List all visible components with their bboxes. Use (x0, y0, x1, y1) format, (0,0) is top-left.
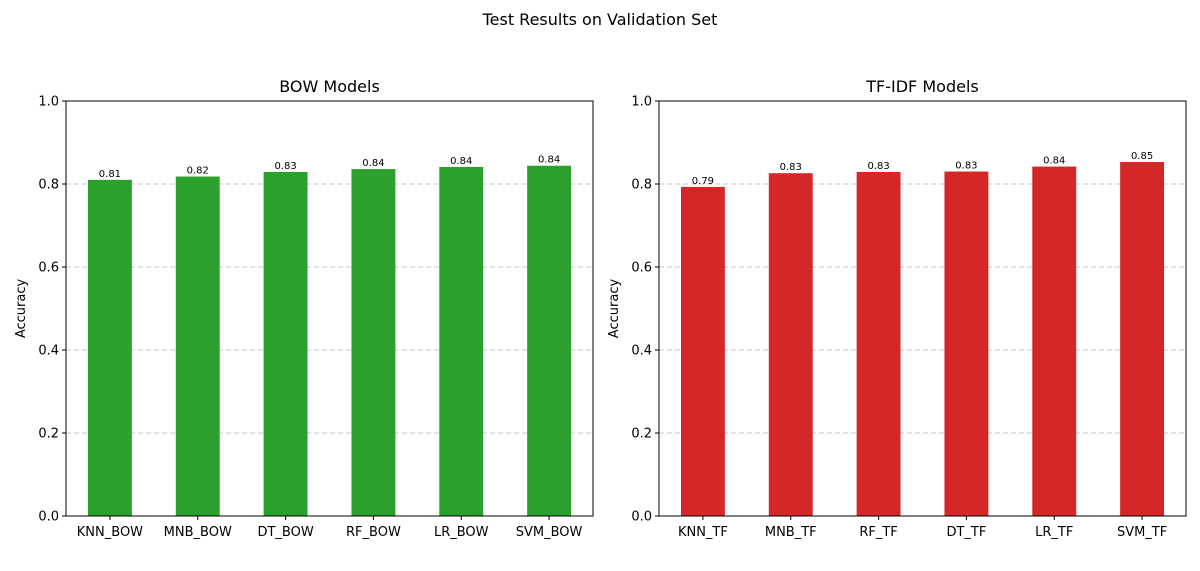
bar-value-label: 0.83 (274, 161, 296, 172)
x-tick-label: RF_BOW (346, 525, 401, 540)
x-tick-label: RF_TF (859, 525, 897, 540)
x-tick-label: SVM_BOW (516, 525, 583, 540)
y-tick-label: 0.8 (38, 178, 59, 193)
y-tick-label: 0.0 (631, 510, 652, 525)
panel-bow: 0.0 0.2 0.4 0.6 0.8 1.0 0.81 KNN_BOW 0.82 MNB_BOW… (14, 77, 594, 540)
bar-value-label: 0.83 (780, 162, 802, 173)
x-tick-label: MNB_BOW (164, 525, 232, 540)
bar-value-label: 0.84 (450, 156, 472, 167)
y-tick-label: 0.8 (631, 178, 652, 193)
bar-mnb-bow (175, 176, 220, 516)
bar-dt-tf (944, 171, 989, 517)
bar-mnb-tf (768, 173, 813, 516)
bar-value-label: 0.82 (187, 166, 209, 177)
axes-frame (658, 100, 1187, 517)
bar-knn-tf (680, 186, 725, 516)
bar-value-label: 0.85 (1131, 151, 1153, 162)
axes-frame (65, 100, 594, 517)
y-tick-label: 0.6 (631, 261, 652, 276)
y-axis-label: Accuracy (607, 279, 622, 339)
y-tick-label: 0.2 (38, 427, 59, 442)
x-tick-label: MNB_TF (765, 525, 817, 540)
y-tick-label: 0.2 (631, 427, 652, 442)
bar-lr-bow (439, 166, 484, 517)
x-tick-label: KNN_TF (678, 525, 728, 540)
bar-value-label: 0.83 (867, 161, 889, 172)
bar-rf-tf (856, 171, 901, 516)
bar-value-label: 0.84 (1043, 156, 1065, 167)
bar-svm-bow (527, 165, 572, 517)
x-tick-label: DT_BOW (257, 525, 313, 540)
panel-title: BOW Models (279, 77, 380, 96)
y-tick-label: 0.0 (38, 510, 59, 525)
y-tick-label: 1.0 (38, 95, 59, 110)
x-tick-label: LR_TF (1035, 525, 1073, 540)
y-tick-label: 0.4 (38, 344, 59, 359)
panel-tfidf: 0.0 0.2 0.4 0.6 0.8 1.0 0.79 KNN_TF 0.83 MNB_TF 0.… (607, 77, 1187, 540)
bar-dt-bow (263, 171, 308, 516)
figure-suptitle: Test Results on Validation Set (482, 10, 718, 29)
panel-title: TF-IDF Models (865, 77, 978, 96)
x-tick-label: SVM_TF (1117, 525, 1167, 540)
bar-knn-bow (87, 179, 132, 516)
x-tick-label: LR_BOW (434, 525, 489, 540)
bar-lr-tf (1032, 166, 1077, 516)
x-tick-label: KNN_BOW (77, 525, 143, 540)
bar-rf-bow (351, 169, 396, 516)
y-tick-label: 1.0 (631, 95, 652, 110)
bar-value-label: 0.84 (362, 158, 384, 169)
bar-svm-tf (1120, 162, 1165, 516)
bar-value-label: 0.81 (99, 169, 121, 180)
bar-value-label: 0.84 (538, 155, 560, 166)
y-axis-label: Accuracy (14, 279, 29, 339)
x-tick-label: DT_TF (946, 525, 986, 540)
bar-value-label: 0.79 (692, 176, 714, 187)
y-tick-label: 0.4 (631, 344, 652, 359)
bar-value-label: 0.83 (955, 161, 977, 172)
y-tick-label: 0.6 (38, 261, 59, 276)
